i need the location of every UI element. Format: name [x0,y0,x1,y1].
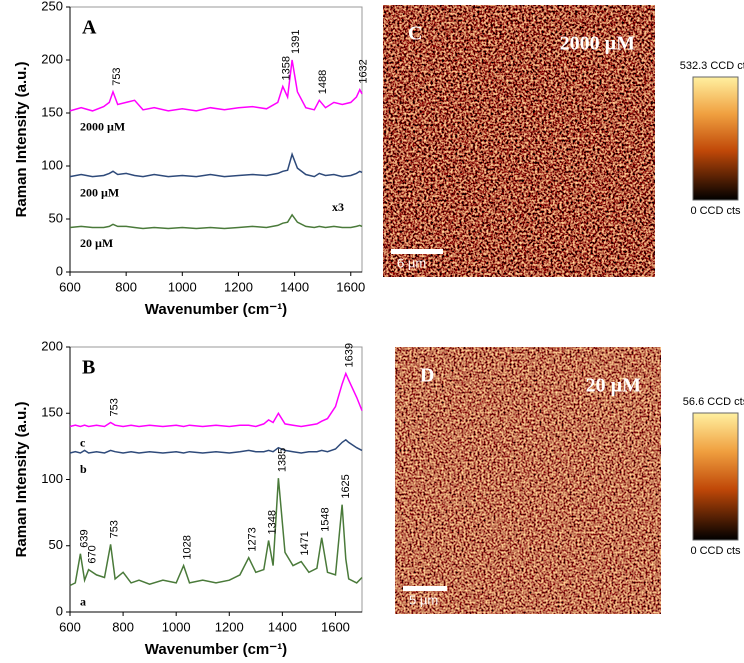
annotation: x3 [332,200,344,214]
raman-map [395,347,661,614]
y-axis-label: Raman Intensity (a.u.) [13,62,30,218]
peak-label: 1625 [340,474,352,498]
peak-label: 1488 [317,70,329,94]
spectrum-line [69,59,363,112]
peak-label: 1385 [276,448,288,472]
panel-letter: D [420,365,434,387]
y-tick-label: 100 [41,471,63,486]
spectrum-line [69,371,363,428]
map-label: 2000 µM [560,33,636,55]
colorbar-min: 0 CCD cts [690,205,741,217]
peak-label: 1639 [344,343,356,367]
plot-frame [69,6,363,273]
series-label: b [80,462,87,476]
colorbar [692,412,739,541]
x-tick-label: 1400 [280,279,309,294]
scale-bar [403,586,447,591]
scale-bar-label: 6 µm [397,255,426,270]
peak-label: 1028 [182,535,194,559]
colorbar-max: 532.3 CCD cts [680,60,744,72]
y-tick-label: 100 [41,157,63,172]
panel-letter: A [82,17,97,39]
x-tick-label: 1200 [215,619,244,634]
colorbar [692,76,739,201]
y-tick-label: 150 [41,405,63,420]
peak-label: 753 [111,67,123,85]
peak-label: 1358 [281,56,293,80]
map-label: 20 µM [586,375,642,397]
x-tick-label: 1400 [268,619,297,634]
series-label: 2000 µM [80,120,125,134]
x-tick-label: 1600 [336,279,365,294]
y-tick-label: 50 [49,537,63,552]
y-tick-label: 0 [56,603,63,618]
y-tick-label: 150 [41,104,63,119]
spectrum-line [69,213,363,230]
peak-label: 1471 [299,531,311,555]
y-tick-label: 50 [49,210,63,225]
x-tick-label: 600 [59,279,81,294]
y-tick-label: 200 [41,51,63,66]
y-tick-label: 250 [41,0,63,13]
x-tick-label: 1200 [224,279,253,294]
peak-label: 753 [109,520,121,538]
panel-letter: C [408,23,422,45]
peak-label: 1391 [290,30,302,54]
x-tick-label: 600 [59,619,81,634]
x-axis-label: Wavenumber (cm⁻¹) [145,641,287,658]
spectrum-line [69,151,363,178]
raman-map [383,5,655,277]
series-label: c [80,435,86,449]
series-label: 200 µM [80,185,119,199]
spectrum-line [69,438,363,454]
peak-label: 1632 [358,59,370,83]
peak-label: 670 [86,545,98,563]
panel-letter: B [82,357,95,379]
x-tick-label: 800 [112,619,134,634]
y-tick-label: 200 [41,338,63,353]
colorbar-max: 56.6 CCD cts [683,396,744,408]
peak-label: 639 [78,529,90,547]
peak-label: 1548 [320,507,332,531]
series-label: 20 µM [80,236,113,250]
x-tick-label: 800 [115,279,137,294]
x-axis-label: Wavenumber (cm⁻¹) [145,301,287,318]
peak-label: 753 [109,398,121,416]
scale-bar-label: 5 µm [409,592,438,607]
y-tick-label: 0 [56,263,63,278]
colorbar-min: 0 CCD cts [690,545,741,557]
y-axis-label: Raman Intensity (a.u.) [13,402,30,558]
x-tick-label: 1000 [162,619,191,634]
x-tick-label: 1000 [168,279,197,294]
peak-label: 1273 [247,527,259,551]
x-tick-label: 1600 [321,619,350,634]
spectrum-line [69,478,363,587]
scale-bar [391,249,443,254]
peak-label: 1348 [266,510,278,534]
series-label: a [80,594,86,608]
